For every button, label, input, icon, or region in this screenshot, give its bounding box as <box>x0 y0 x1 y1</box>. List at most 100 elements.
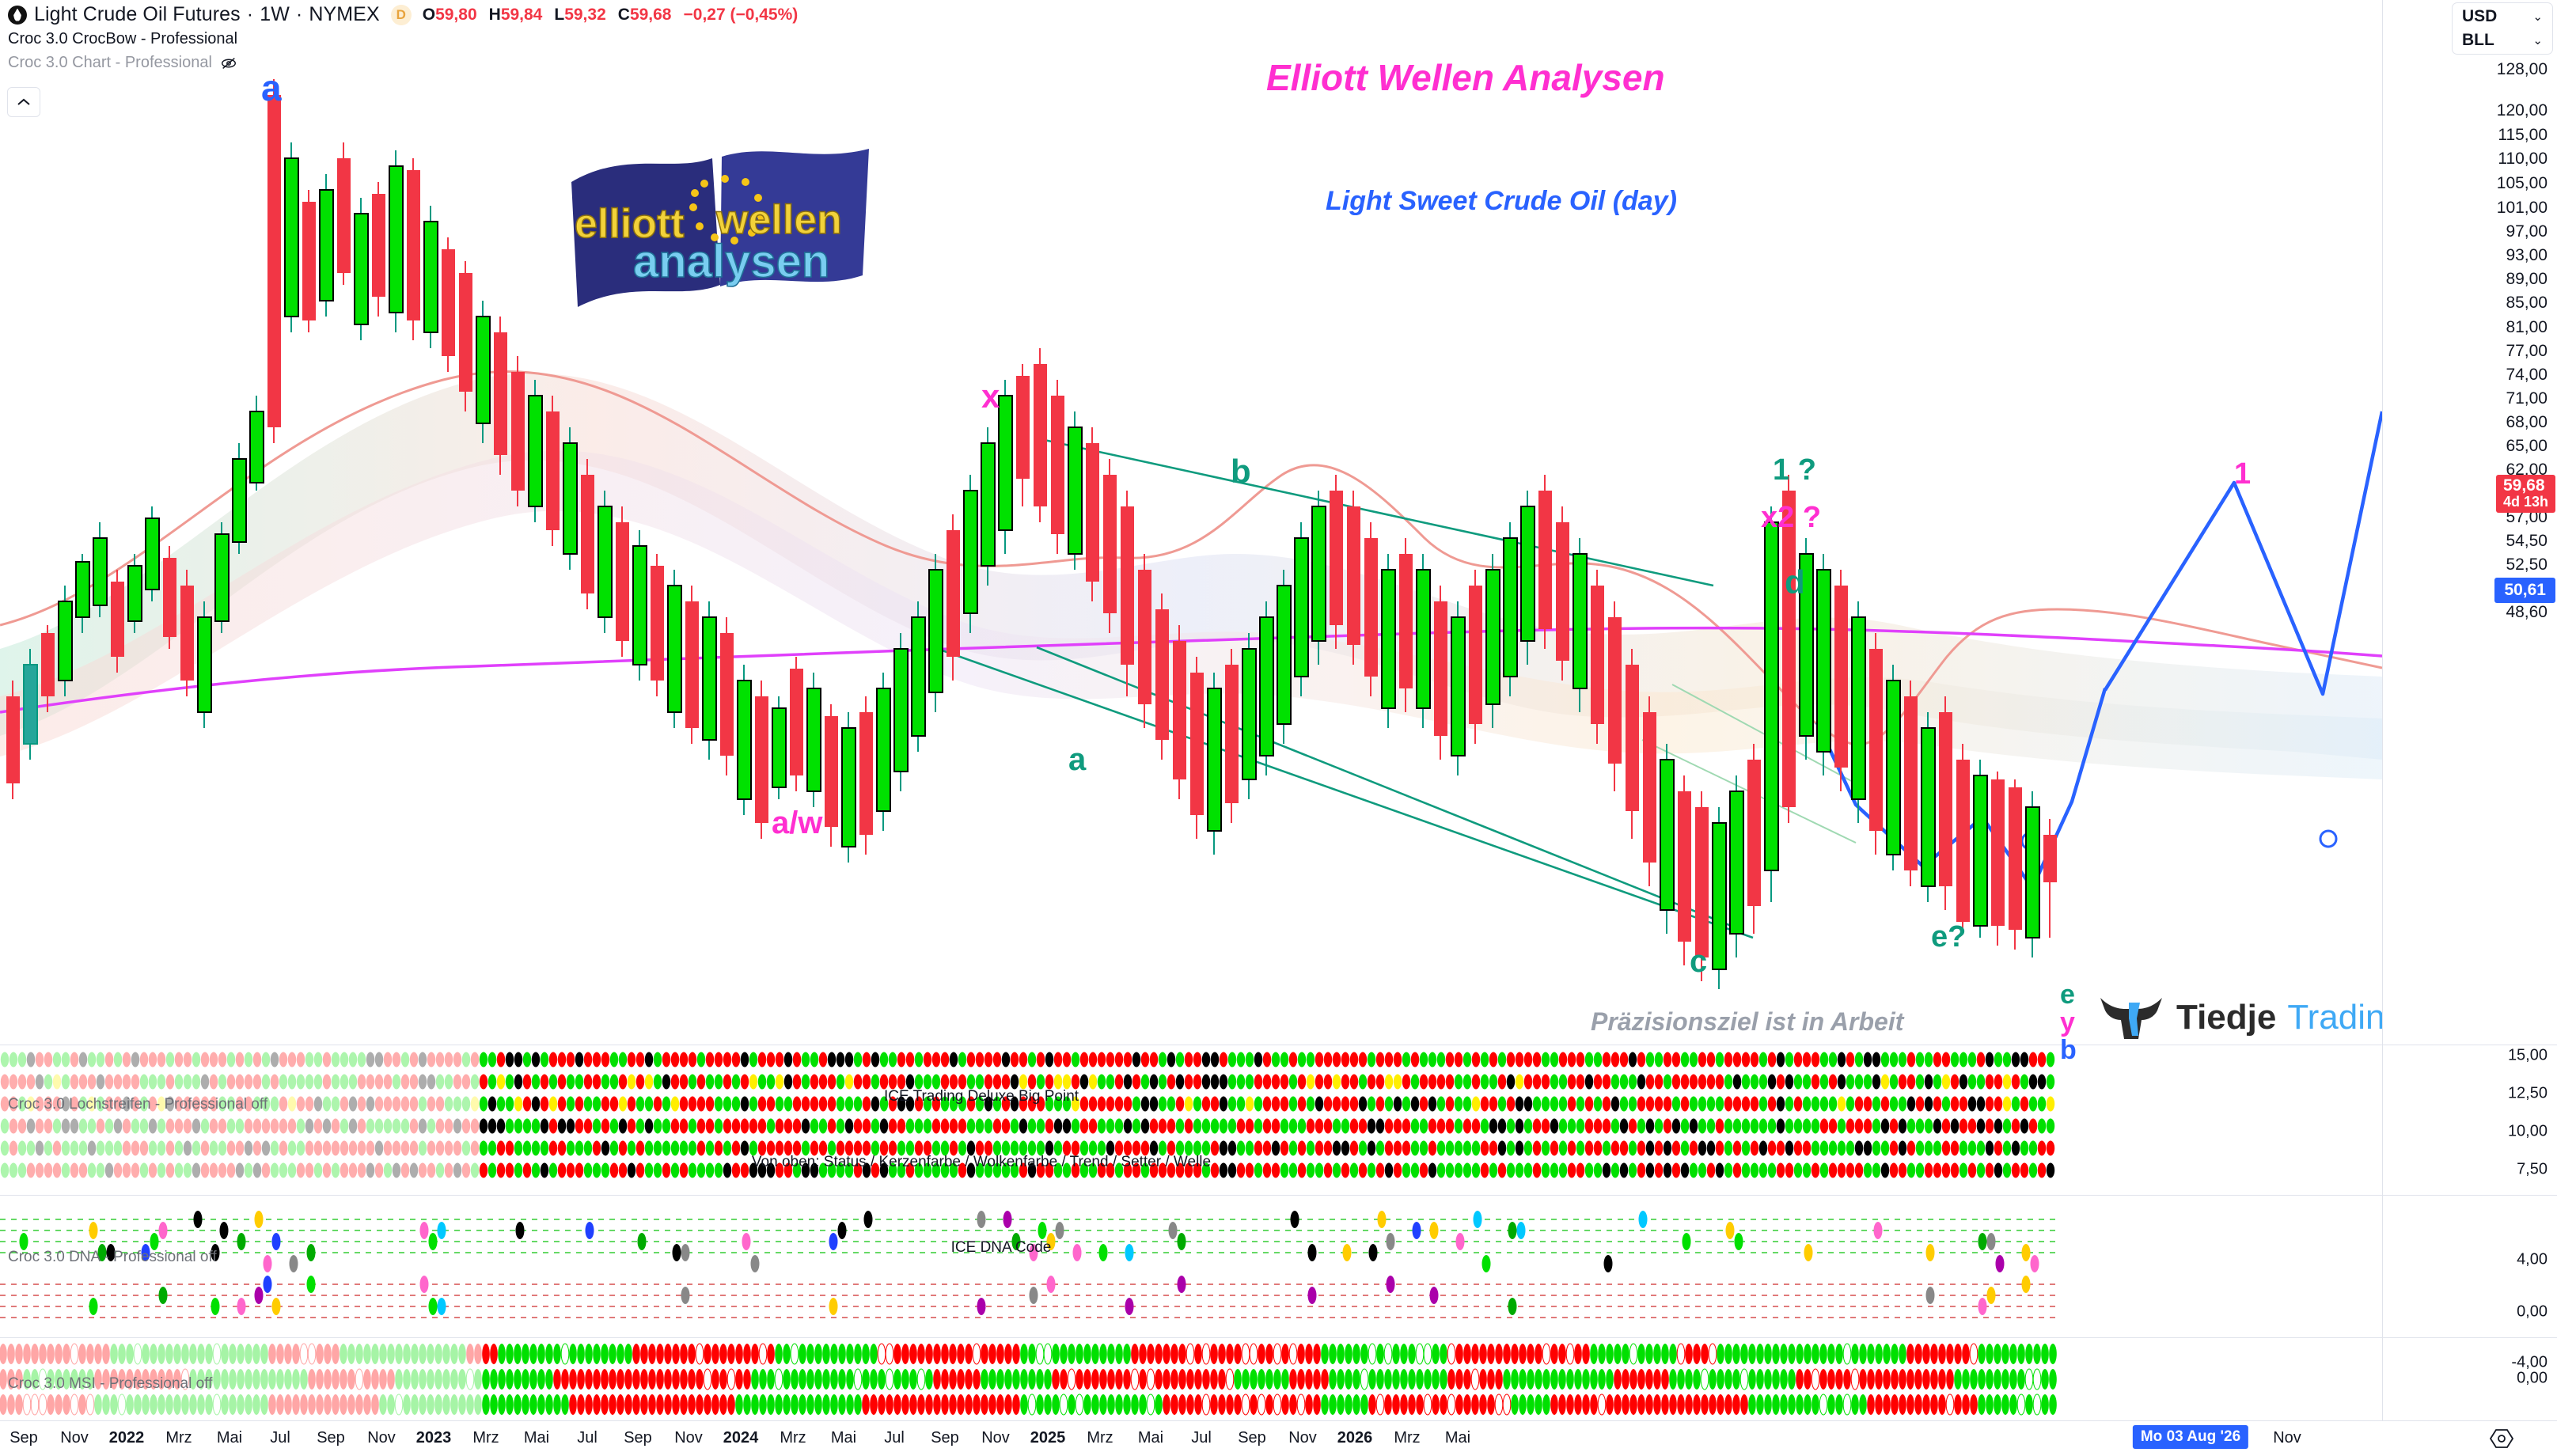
indicator-legend-chart[interactable]: Croc 3.0 Chart - Professional <box>8 54 237 72</box>
time-tick-19: Nov <box>981 1429 1010 1447</box>
wave-label-12: b <box>2060 1035 2077 1065</box>
axis-divider-2 <box>2383 1195 2557 1196</box>
dna-title: Croc 3.0 DNA - Professional off <box>8 1249 217 1265</box>
main-chart-pane[interactable] <box>0 0 2382 1045</box>
time-tick-5: Jul <box>270 1429 290 1447</box>
session-badge[interactable]: D <box>390 4 412 25</box>
time-tick-7: Nov <box>367 1429 396 1447</box>
lochstreifen-title: Croc 3.0 Lochstreifen - Professional off <box>8 1096 268 1113</box>
lochstreifen-pane[interactable] <box>0 1045 2382 1195</box>
currency-denom-row[interactable]: BLL ⌄ <box>2453 28 2552 52</box>
lochstreifen-center-top: ICE Trading Deluxe Big Point <box>883 1088 1079 1105</box>
change-value: −0,27 (−0,45%) <box>683 5 799 24</box>
chevron-down-icon-2: ⌄ <box>2532 34 2543 47</box>
svg-text:wellen: wellen <box>715 197 842 243</box>
bar-countdown: 4d 13h <box>2502 494 2548 510</box>
time-axis[interactable]: Sep Nov 2022 Mrz Mai Jul Sep Nov 2023 Mrz Mai Jul Se… <box>0 1420 2557 1456</box>
price-chart-svg <box>0 79 2382 989</box>
price-tick-6: 101,00 <box>2496 199 2548 217</box>
time-tick-17: Jul <box>884 1429 905 1447</box>
price-tick-11: 81,00 <box>2506 318 2548 336</box>
time-tick-9: Mrz <box>472 1429 499 1447</box>
msi-title: Croc 3.0 MSI - Professional off <box>8 1375 213 1392</box>
price-tick-2: 120,00 <box>2496 101 2548 119</box>
wave-label-1: a/w <box>772 806 823 840</box>
time-tick-12: Sep <box>624 1429 652 1447</box>
time-tick-26: 2026 <box>1337 1429 1373 1447</box>
axis-divider-3 <box>2383 1337 2557 1338</box>
price-tick-9: 89,00 <box>2506 270 2548 288</box>
time-tick-3: Mrz <box>165 1429 192 1447</box>
wave-label-13: 1 <box>2234 457 2252 491</box>
wave-label-8: x2 ? <box>1761 501 1822 534</box>
msi-svg <box>0 1343 2057 1416</box>
low-label: L <box>554 5 565 24</box>
price-tick-20: 52,50 <box>2506 555 2548 574</box>
exchange-label: NYMEX <box>309 3 380 25</box>
currency-selector[interactable]: USD ⌄ BLL ⌄ <box>2452 2 2553 55</box>
eye-off-icon[interactable] <box>220 55 237 72</box>
current-price-value: 59,68 <box>2502 476 2545 495</box>
price-tick-19: 54,50 <box>2506 532 2548 550</box>
price-tick-13: 74,00 <box>2506 366 2548 384</box>
sub-price-tick-0-3: 7,50 <box>2517 1160 2548 1178</box>
time-tick-29: Nov <box>2273 1429 2301 1447</box>
precision-target-note: Präzisionsziel ist in Arbeit <box>1591 1007 1904 1036</box>
clock-settings-icon[interactable] <box>2490 1428 2513 1449</box>
price-tick-21: 48,60 <box>2506 603 2548 621</box>
current-price-badge[interactable]: 59,68 4d 13h <box>2495 475 2555 513</box>
wave-label-5: c <box>1690 944 1708 979</box>
current-bar-label[interactable]: Mo 03 Aug '26 <box>2132 1425 2249 1449</box>
price-tick-7: 97,00 <box>2506 222 2548 241</box>
time-tick-23: Jul <box>1191 1429 1212 1447</box>
price-axis[interactable]: 136,00128,00120,00115,00110,00105,00101,… <box>2382 0 2557 1420</box>
elliott-wellen-analysen-logo: elliott wellen analysen <box>554 135 886 332</box>
wave-label-4: b <box>1231 453 1251 490</box>
dna-pane[interactable] <box>0 1195 2382 1337</box>
svg-text:analysen: analysen <box>633 236 829 287</box>
currency-unit: USD <box>2462 7 2498 25</box>
sub-price-tick-1-0: 4,00 <box>2517 1250 2548 1268</box>
interval-label[interactable]: 1W <box>260 3 290 25</box>
high-label: H <box>488 5 501 24</box>
time-tick-16: Mai <box>830 1429 857 1447</box>
ohlc-values: O59,80 H59,84 L59,32 C59,68 −0,27 (−0,45… <box>423 6 799 25</box>
time-tick-6: Sep <box>317 1429 345 1447</box>
candlesticks <box>6 79 2057 989</box>
time-tick-28: Mai <box>1444 1429 1471 1447</box>
wave-label-10: e <box>2060 980 2075 1010</box>
collapse-legend-button[interactable] <box>7 87 40 117</box>
price-tick-15: 68,00 <box>2506 413 2548 431</box>
page-subtitle: Light Sweet Crude Oil (day) <box>1326 186 1677 216</box>
oil-drop-icon <box>8 5 27 25</box>
time-tick-11: Jul <box>577 1429 598 1447</box>
currency-unit-row[interactable]: USD ⌄ <box>2453 5 2552 28</box>
price-tick-4: 110,00 <box>2498 150 2548 168</box>
time-tick-13: Nov <box>674 1429 703 1447</box>
symbol-name[interactable]: Light Crude Oil Futures <box>34 3 241 25</box>
chevron-up-icon <box>17 98 30 105</box>
page-title: Elliott Wellen Analysen <box>1266 57 1665 98</box>
msi-pane[interactable] <box>0 1337 2382 1420</box>
tiedje-trading-logo: Tiedje Trading <box>2097 993 2404 1042</box>
time-tick-10: Mai <box>523 1429 550 1447</box>
time-tick-1: Nov <box>60 1429 89 1447</box>
projection-price-badge[interactable]: 50,61 <box>2494 578 2555 603</box>
price-tick-17: 62,00 <box>2506 461 2548 479</box>
time-tick-22: Mai <box>1137 1429 1164 1447</box>
time-tick-20: 2025 <box>1030 1429 1066 1447</box>
svg-text:elliott: elliott <box>575 201 685 247</box>
open-label: O <box>422 5 436 24</box>
price-tick-3: 115,00 <box>2498 126 2548 144</box>
wave-label-2: x <box>981 377 1000 415</box>
time-tick-27: Mrz <box>1394 1429 1421 1447</box>
close-label: C <box>617 5 630 24</box>
legend-symbol-row[interactable]: Light Crude Oil Futures · 1W · NYMEX D O… <box>8 3 798 26</box>
time-tick-0: Sep <box>9 1429 38 1447</box>
wave-label-11: y <box>2060 1007 2075 1037</box>
price-tick-16: 65,00 <box>2506 437 2548 455</box>
sub-price-tick-0-1: 12,50 <box>2507 1084 2548 1102</box>
indicator-legend-crocbow[interactable]: Croc 3.0 CrocBow - Professional <box>8 30 238 47</box>
sub-price-tick-2-0: 0,00 <box>2517 1369 2548 1387</box>
time-tick-15: Mrz <box>780 1429 806 1447</box>
